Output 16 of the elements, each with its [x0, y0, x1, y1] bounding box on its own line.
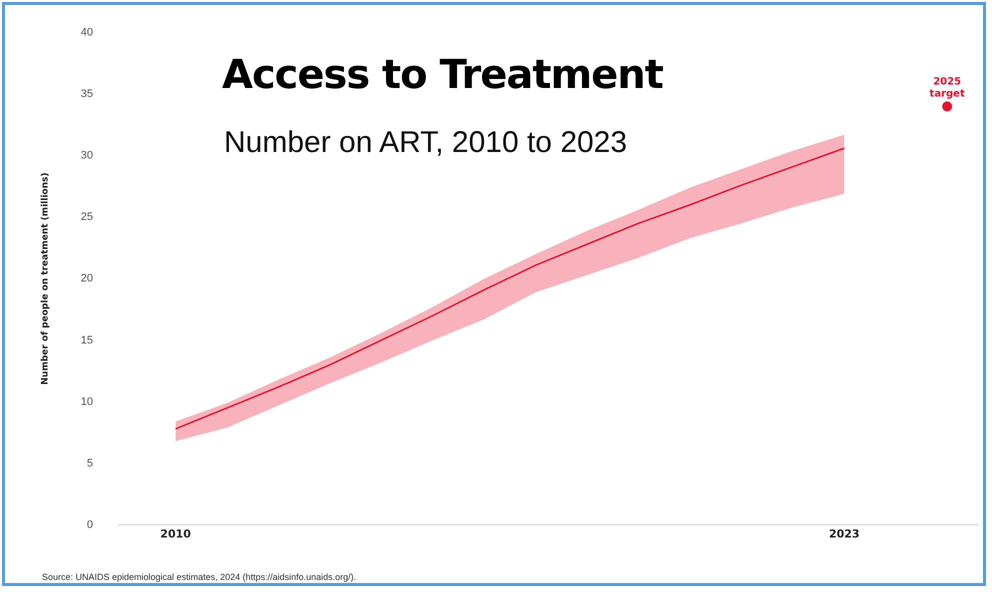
- y-tick-label: 5: [86, 457, 94, 470]
- y-tick-label: 20: [80, 272, 94, 285]
- x-tick-label: 2010: [160, 527, 192, 540]
- y-tick-label: 10: [80, 396, 94, 408]
- y-tick-label: 35: [80, 88, 94, 100]
- source-note: Source: UNAIDS epidemiological estimates, 2024 (https://aidsinfo.unaids.org/).: [42, 572, 356, 582]
- y-tick-label: 15: [80, 334, 94, 346]
- text: Access to Treatment: [222, 52, 663, 98]
- annotation: 2025 target: [930, 76, 965, 100]
- y-tick-label: 25: [80, 211, 94, 224]
- y-tick-label: 40: [80, 26, 94, 39]
- text: Number on ART, 2010 to 2023: [224, 126, 628, 160]
- y-axis-title: Number of people on treatment (millions): [40, 172, 51, 385]
- x-tick-label: 2023: [828, 527, 860, 540]
- y-tick-label: 30: [80, 150, 94, 162]
- y-tick-label: 0: [86, 518, 94, 531]
